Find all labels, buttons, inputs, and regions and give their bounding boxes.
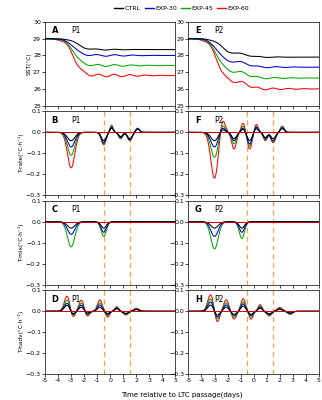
Text: P2: P2 <box>214 26 224 35</box>
Text: H: H <box>195 294 202 304</box>
Text: P2: P2 <box>214 116 224 125</box>
Legend: CTRL, EXP-30, EXP-45, EXP-60: CTRL, EXP-30, EXP-45, EXP-60 <box>112 3 252 14</box>
Y-axis label: SST(°C): SST(°C) <box>26 52 32 75</box>
Text: C: C <box>52 205 58 214</box>
Y-axis label: T-mix(°C·h⁻¹): T-mix(°C·h⁻¹) <box>18 224 24 262</box>
Text: G: G <box>195 205 202 214</box>
Text: D: D <box>52 294 59 304</box>
Text: A: A <box>52 26 58 35</box>
Y-axis label: T-hadv(°C·h⁻¹): T-hadv(°C·h⁻¹) <box>18 311 24 353</box>
Text: F: F <box>195 116 201 125</box>
Text: P1: P1 <box>71 26 80 35</box>
Text: P1: P1 <box>71 294 80 304</box>
Text: Time relative to LTC passage(days): Time relative to LTC passage(days) <box>121 392 243 398</box>
Text: B: B <box>52 116 58 125</box>
Text: E: E <box>195 26 201 35</box>
Text: P1: P1 <box>71 116 80 125</box>
Text: P2: P2 <box>214 205 224 214</box>
Y-axis label: T-rate(°C·h⁻¹): T-rate(°C·h⁻¹) <box>18 133 24 173</box>
Text: P1: P1 <box>71 205 80 214</box>
Text: P2: P2 <box>214 294 224 304</box>
